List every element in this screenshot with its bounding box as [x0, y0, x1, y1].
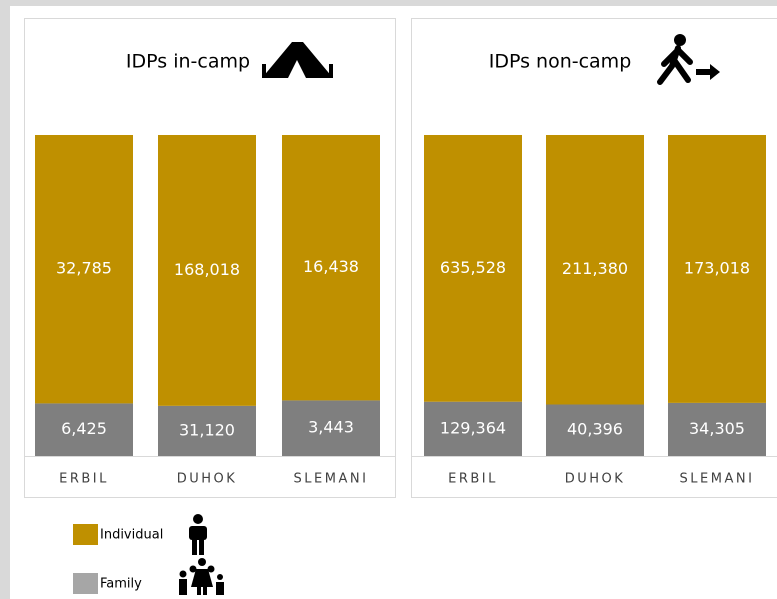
data-label: 16,438	[303, 257, 359, 276]
x-tick-label: ERBIL	[59, 472, 109, 487]
bar-segment	[35, 403, 133, 456]
bar-segment	[158, 405, 256, 456]
bar-segment	[546, 135, 644, 405]
x-tick-label: DUHOK	[177, 472, 238, 487]
bar-segment	[668, 135, 766, 403]
walker-icon	[657, 34, 720, 85]
data-label: 34,305	[689, 419, 745, 438]
data-label: 40,396	[567, 420, 623, 439]
chart-title: IDPs in-camp	[126, 51, 250, 73]
bar-segment	[546, 404, 644, 456]
x-tick-label: DUHOK	[565, 472, 626, 487]
legend-swatch	[73, 524, 98, 545]
bar-segment	[158, 135, 256, 406]
data-label: 129,364	[440, 418, 506, 437]
legend-label: Family	[100, 577, 142, 592]
bar-segment	[424, 401, 522, 456]
data-label: 168,018	[174, 260, 240, 279]
data-label: 635,528	[440, 258, 506, 277]
bar-segment	[35, 135, 133, 404]
data-label: 3,443	[308, 418, 354, 437]
x-tick-label: SLEMANI	[294, 472, 369, 487]
legend-swatch	[73, 573, 98, 594]
bar-segment	[424, 135, 522, 402]
x-tick-label: ERBIL	[448, 472, 498, 487]
bar-segment	[668, 402, 766, 456]
legend-label: Individual	[100, 528, 163, 543]
data-label: 32,785	[56, 259, 112, 278]
chart-title: IDPs non-camp	[489, 51, 632, 73]
bar-segment	[282, 135, 380, 401]
family-icon	[179, 558, 224, 595]
data-label: 6,425	[61, 419, 107, 438]
data-label: 211,380	[562, 259, 628, 278]
x-tick-label: SLEMANI	[680, 472, 755, 487]
bar-segment	[282, 400, 380, 456]
person-icon	[189, 514, 207, 555]
data-label: 173,018	[684, 258, 750, 277]
tent-icon	[262, 42, 333, 78]
data-label: 31,120	[179, 420, 235, 439]
